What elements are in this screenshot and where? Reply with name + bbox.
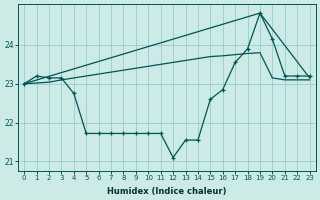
X-axis label: Humidex (Indice chaleur): Humidex (Indice chaleur) [107, 187, 227, 196]
